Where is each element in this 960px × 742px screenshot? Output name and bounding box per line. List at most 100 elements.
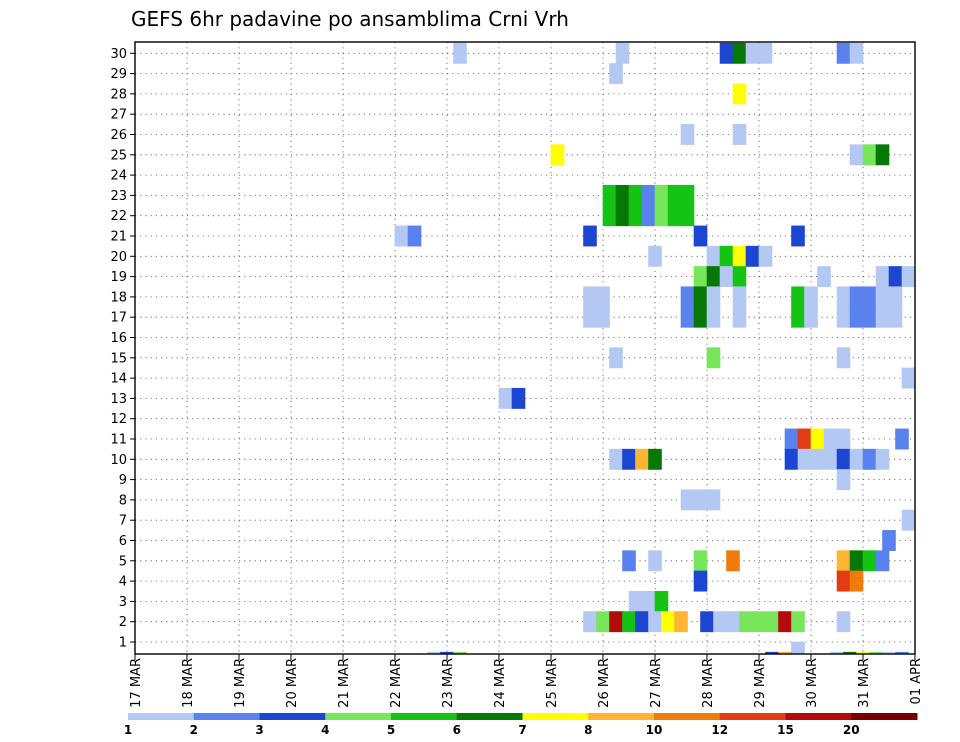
heatmap-cell <box>635 611 649 633</box>
heatmap-cell <box>693 266 708 288</box>
y-tick-label: 27 <box>110 108 127 123</box>
y-tick-label: 29 <box>110 67 127 82</box>
y-tick-label: 3 <box>119 595 127 610</box>
y-axis: 1234567891011121314151617181920212223242… <box>110 47 135 651</box>
heatmap-cell <box>810 448 825 470</box>
y-tick-label: 30 <box>110 47 127 62</box>
heatmap-cell <box>895 428 909 450</box>
grid-lines <box>134 42 916 654</box>
heatmap-cell <box>602 205 617 227</box>
y-tick-label: 25 <box>110 148 127 163</box>
x-tick-label: 19 MAR <box>233 658 248 708</box>
colorbar-label: 5 <box>387 723 395 737</box>
heatmap-cell <box>719 42 734 64</box>
x-tick-label: 17 MAR <box>129 658 144 708</box>
x-tick-label: 27 MAR <box>649 658 664 708</box>
heatmap-cell <box>550 144 565 166</box>
heatmap-cell <box>648 550 662 572</box>
heatmap-cell <box>849 306 864 328</box>
x-tick-label: 21 MAR <box>337 658 352 708</box>
heatmap-cell <box>784 428 799 450</box>
heatmap-cell <box>791 306 805 328</box>
colorbar-swatch <box>259 713 326 720</box>
heatmap-cell <box>680 286 695 308</box>
heatmap-cell <box>882 651 896 654</box>
y-tick-label: 21 <box>110 230 127 245</box>
heatmap-cell <box>836 448 851 470</box>
heatmap-cell <box>641 590 656 612</box>
heatmap-cell <box>875 550 890 572</box>
heatmap-cell <box>895 651 909 654</box>
heatmap-cell <box>453 42 467 64</box>
heatmap-cell <box>791 641 805 654</box>
heatmap-cell <box>693 550 708 572</box>
x-tick-label: 25 MAR <box>545 658 560 708</box>
heatmap-cell <box>836 570 851 592</box>
y-tick-label: 13 <box>110 392 127 407</box>
heatmap-cell <box>706 306 721 328</box>
heatmap-cell <box>596 611 610 633</box>
heatmap-cell <box>609 347 623 369</box>
heatmap-cell <box>667 184 682 206</box>
heatmap-cell <box>875 306 890 328</box>
heatmap-cell <box>693 570 708 592</box>
heatmap-cell <box>706 245 721 267</box>
heatmap-cell <box>849 448 864 470</box>
y-tick-label: 18 <box>110 290 127 305</box>
heatmap-cell <box>732 245 747 267</box>
heatmap-cell <box>648 448 662 470</box>
heatmap-cell <box>615 205 630 227</box>
heatmap-cell <box>511 387 526 409</box>
y-tick-label: 11 <box>110 433 127 448</box>
colorbar-swatch <box>128 713 195 720</box>
heatmap-cell <box>693 306 708 328</box>
heatmap-cell <box>706 266 721 288</box>
colorbar-swatch <box>588 713 655 720</box>
heatmap-cell <box>836 428 851 450</box>
heatmap-cell <box>843 651 857 654</box>
heatmap-cell <box>394 225 409 247</box>
heatmap-cell <box>732 124 747 145</box>
heatmap-cell <box>628 184 643 206</box>
y-tick-label: 16 <box>110 331 127 346</box>
y-tick-label: 12 <box>110 412 127 427</box>
heatmap-cell <box>622 550 636 572</box>
heatmap-cell <box>667 205 682 227</box>
x-tick-label: 24 MAR <box>493 658 508 708</box>
y-tick-label: 6 <box>119 534 127 549</box>
y-tick-label: 15 <box>110 351 127 366</box>
heatmap-cell <box>674 611 688 633</box>
heatmap-cell <box>836 306 851 328</box>
heatmap-cell <box>901 509 916 531</box>
heatmap-cell <box>648 611 662 633</box>
heatmap-cell <box>609 63 623 85</box>
heatmap-cell <box>791 611 805 633</box>
heatmap-cell <box>778 651 792 654</box>
heatmap-cell <box>849 42 864 64</box>
heatmap-cell <box>830 651 844 654</box>
colorbar-label: 4 <box>321 723 329 737</box>
heatmap-cell <box>609 448 623 470</box>
colorbar-label: 8 <box>584 723 592 737</box>
y-tick-label: 28 <box>110 87 127 102</box>
heatmap-cell <box>901 367 916 389</box>
heatmap-cell <box>732 306 747 328</box>
heatmap-cell <box>583 286 597 308</box>
heatmap-cell <box>602 184 617 206</box>
heatmap-cell <box>784 448 799 470</box>
heatmap-cell <box>862 306 877 328</box>
heatmap-cell <box>440 651 454 654</box>
heatmap-cell <box>862 550 877 572</box>
heatmap-cell <box>680 184 695 206</box>
colorbar-label: 6 <box>453 723 461 737</box>
y-tick-label: 22 <box>110 209 127 224</box>
heatmap-cell <box>882 530 896 551</box>
y-tick-label: 4 <box>119 575 127 590</box>
y-tick-label: 8 <box>119 493 127 508</box>
heatmap-cell <box>849 570 864 592</box>
x-tick-label: 18 MAR <box>181 658 196 708</box>
plot-frame <box>134 41 916 655</box>
heatmap-cells <box>394 42 916 654</box>
heatmap-cell <box>901 266 916 288</box>
